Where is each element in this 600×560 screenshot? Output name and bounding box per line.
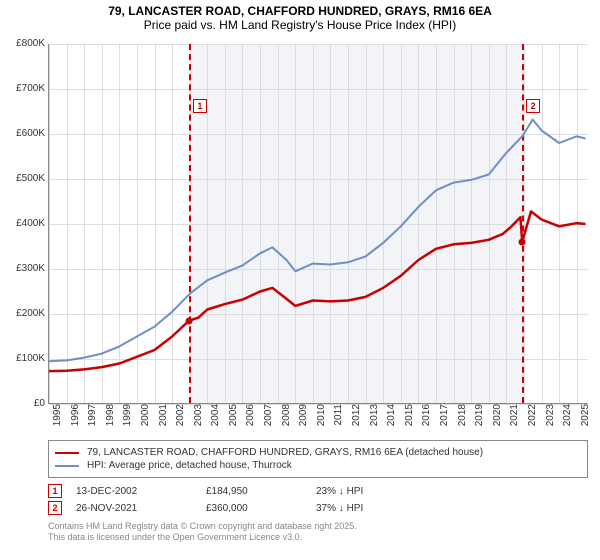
x-axis-label: 2008 [281, 404, 292, 434]
sale-data-marker: 2 [48, 501, 62, 515]
x-axis-label: 2010 [316, 404, 327, 434]
x-axis-label: 2015 [404, 404, 415, 434]
title-block: 79, LANCASTER ROAD, CHAFFORD HUNDRED, GR… [0, 0, 600, 34]
x-axis-label: 2004 [210, 404, 221, 434]
y-axis-label: £400K [1, 218, 45, 229]
legend-label-hpi: HPI: Average price, detached house, Thur… [87, 460, 292, 471]
sale-vs-hpi: 23% ↓ HPI [316, 486, 426, 497]
sale-vs-hpi: 37% ↓ HPI [316, 503, 426, 514]
x-axis-label: 2023 [545, 404, 556, 434]
line-series-svg [49, 44, 589, 404]
x-axis-label: 2001 [158, 404, 169, 434]
sale-date: 13-DEC-2002 [76, 486, 206, 497]
x-axis-label: 2007 [263, 404, 274, 434]
sale-data-points: 1 13-DEC-2002£184,95023% ↓ HPI 2 26-NOV-202… [48, 484, 588, 515]
y-axis-label: £100K [1, 353, 45, 364]
sale-data-marker: 1 [48, 484, 62, 498]
footer-line2: This data is licensed under the Open Gov… [48, 532, 588, 543]
legend-entry-hpi: HPI: Average price, detached house, Thur… [55, 460, 581, 471]
legend-entry-price-paid: 79, LANCASTER ROAD, CHAFFORD HUNDRED, GR… [55, 447, 581, 458]
chart-container: 79, LANCASTER ROAD, CHAFFORD HUNDRED, GR… [0, 0, 600, 560]
sale-date: 26-NOV-2021 [76, 503, 206, 514]
y-axis-label: £600K [1, 128, 45, 139]
y-axis-label: £300K [1, 263, 45, 274]
plot-area: 12 [48, 44, 588, 404]
y-axis-label: £700K [1, 83, 45, 94]
x-axis-label: 1999 [122, 404, 133, 434]
x-axis-label: 2009 [298, 404, 309, 434]
x-axis-label: 1996 [70, 404, 81, 434]
x-axis-label: 2019 [474, 404, 485, 434]
y-axis-label: £200K [1, 308, 45, 319]
x-axis-label: 2018 [457, 404, 468, 434]
x-axis-label: 2014 [386, 404, 397, 434]
sale-price: £360,000 [206, 503, 316, 514]
x-axis-label: 2000 [140, 404, 151, 434]
footer-attribution: Contains HM Land Registry data © Crown c… [48, 521, 588, 543]
legend-swatch-price-paid [55, 452, 79, 454]
x-axis-label: 2011 [333, 404, 344, 434]
y-axis-label: £500K [1, 173, 45, 184]
legend-swatch-hpi [55, 465, 79, 467]
legend-label-price-paid: 79, LANCASTER ROAD, CHAFFORD HUNDRED, GR… [87, 447, 483, 458]
x-axis-label: 2012 [351, 404, 362, 434]
x-axis-label: 2024 [562, 404, 573, 434]
legend-box: 79, LANCASTER ROAD, CHAFFORD HUNDRED, GR… [48, 440, 588, 478]
chart-subtitle: Price paid vs. HM Land Registry's House … [10, 18, 590, 32]
y-axis-label: £0 [1, 398, 45, 409]
x-axis-label: 2025 [580, 404, 591, 434]
x-axis-label: 2002 [175, 404, 186, 434]
sale-price: £184,950 [206, 486, 316, 497]
x-axis-label: 1997 [87, 404, 98, 434]
x-axis-label: 2006 [245, 404, 256, 434]
x-axis-label: 1998 [105, 404, 116, 434]
line-hpi [49, 120, 586, 362]
legend-block: 79, LANCASTER ROAD, CHAFFORD HUNDRED, GR… [48, 440, 588, 543]
line-price-paid [49, 211, 586, 371]
x-axis-label: 2005 [228, 404, 239, 434]
chart-title-address: 79, LANCASTER ROAD, CHAFFORD HUNDRED, GR… [10, 4, 590, 18]
x-axis-label: 1995 [52, 404, 63, 434]
footer-line1: Contains HM Land Registry data © Crown c… [48, 521, 588, 532]
y-axis-label: £800K [1, 38, 45, 49]
x-axis-label: 2017 [439, 404, 450, 434]
x-axis-label: 2013 [369, 404, 380, 434]
x-axis-label: 2021 [509, 404, 520, 434]
x-axis-label: 2016 [421, 404, 432, 434]
sale-data-row: 2 26-NOV-2021£360,00037% ↓ HPI [48, 501, 588, 515]
x-axis-label: 2022 [527, 404, 538, 434]
sale-data-row: 1 13-DEC-2002£184,95023% ↓ HPI [48, 484, 588, 498]
x-axis-label: 2020 [492, 404, 503, 434]
x-axis-label: 2003 [193, 404, 204, 434]
